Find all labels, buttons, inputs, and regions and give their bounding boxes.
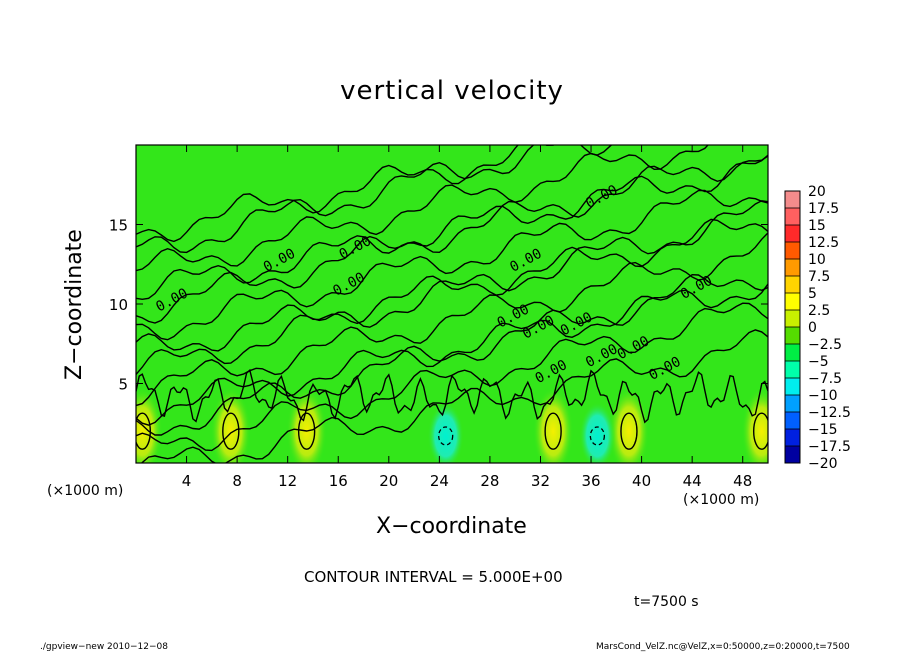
colorbar-segment [785,225,800,242]
colorbar-segment [785,259,800,276]
contour-line [136,145,709,272]
x-axis-unit-right: (×1000 m) [683,492,760,508]
updraft-core [210,387,251,463]
updraft-contour [620,412,638,450]
colorbar-label: 7.5 [808,269,830,285]
colorbar-segment [785,293,800,310]
chart-title: vertical velocity [340,76,564,106]
colorbar-label: −5 [808,354,829,370]
x-tick-label: 24 [430,472,449,490]
updraft-contour [752,412,768,450]
y-tick-label: 10 [109,296,128,314]
colorbar-label: 15 [808,218,826,234]
colorbar-label: 0 [808,320,817,336]
colorbar-segment [785,242,800,259]
colorbar-segment [785,378,800,395]
colorbar-segment [785,276,800,293]
contour-line [136,145,613,243]
colorbar-label: 2.5 [808,303,830,319]
downdraft-contour [589,426,606,446]
x-tick-label: 44 [683,472,702,490]
colorbar-label: −17.5 [808,439,851,455]
contour-line [136,189,768,341]
colorbar-segment [785,327,800,344]
colorbar-label: 17.5 [808,201,839,217]
x-tick-label: 20 [379,472,398,490]
colorbar-label: −15 [808,422,838,438]
colorbar-segment [785,344,800,361]
colorbar-segment [785,208,800,225]
contour-line [136,273,768,436]
x-tick-label: 40 [632,472,651,490]
contour-interval: CONTOUR INTERVAL = 5.000E+00 [304,568,563,586]
updraft-core [741,387,768,463]
updraft-contour [222,412,240,450]
colorbar-segment [785,310,800,327]
x-tick-label: 28 [480,472,499,490]
updraft-core [608,387,649,463]
time-label: t=7500 s [634,594,699,610]
colorbar-label: −2.5 [808,337,842,353]
colorbar-label: −10 [808,388,838,404]
contour-line [136,200,768,376]
contour-line [136,145,535,254]
x-tick-label: 48 [733,472,752,490]
contour-line [136,154,768,324]
x-tick-label: 4 [182,472,192,490]
contour-line [136,218,768,352]
x-tick-label: 16 [329,472,348,490]
x-tick-label: 8 [232,472,242,490]
footer-right: MarsCond_VelZ.nc@VelZ,x=0:50000,z=0:2000… [596,642,850,652]
colorbar-label: 5 [808,286,817,302]
x-axis-label: X−coordinate [376,514,527,539]
colorbar-label: 20 [808,184,826,200]
contour-line [136,232,768,407]
colorbar-label: 10 [808,252,826,268]
downdraft-contour [438,426,454,446]
colorbar-segment [785,429,800,446]
colorbar-label: −12.5 [808,405,851,421]
updraft-contour [136,412,152,450]
footer-left: ./gpview−new 2010−12−08 [40,642,168,652]
y-tick-label: 15 [109,217,128,235]
downdraft-core [427,401,464,463]
downdraft-core [579,401,616,463]
colorbar-label: −20 [808,456,838,472]
colorbar-segment [785,191,800,208]
colorbar-segment [785,446,800,463]
contour-line [136,154,768,301]
x-tick-label: 36 [581,472,600,490]
colorbar-segment [785,395,800,412]
colorbar-segment [785,361,800,378]
colorbar-label: 12.5 [808,235,839,251]
contour-line [136,282,768,426]
contour-line [136,368,768,424]
contour-line [141,329,768,463]
y-tick-label: 5 [118,376,128,394]
x-axis-unit-left: (×1000 m) [47,483,124,499]
updraft-contour [297,412,316,450]
x-tick-label: 12 [278,472,297,490]
colorbar-segment [785,412,800,429]
colorbar-label: −7.5 [808,371,842,387]
x-tick-label: 32 [531,472,550,490]
updraft-contour [544,412,562,450]
